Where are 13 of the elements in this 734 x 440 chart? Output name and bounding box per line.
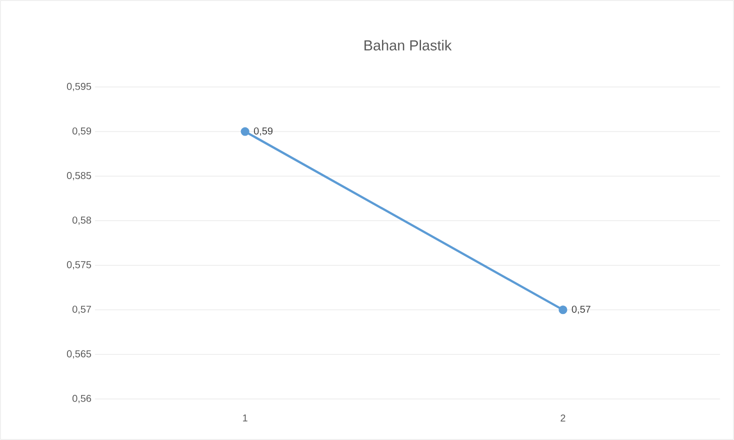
y-tick-label: 0,585 [66,172,92,180]
chart-title: Bahan Plastik [364,40,452,50]
data-label: 0,59 [254,127,273,136]
y-tick-label: 0,56 [72,394,92,404]
data-label: 0,57 [572,306,590,314]
y-tick-label: 0,59 [72,127,92,136]
x-tick-label: 2 [560,414,566,422]
x-tick-label: 1 [243,414,248,422]
y-tick-label: 0,57 [72,306,91,314]
y-tick-label: 0,595 [66,82,92,92]
y-tick-label: 0,575 [66,261,92,270]
y-tick-label: 0,565 [66,350,92,359]
y-tick-label: 0,58 [72,216,92,225]
